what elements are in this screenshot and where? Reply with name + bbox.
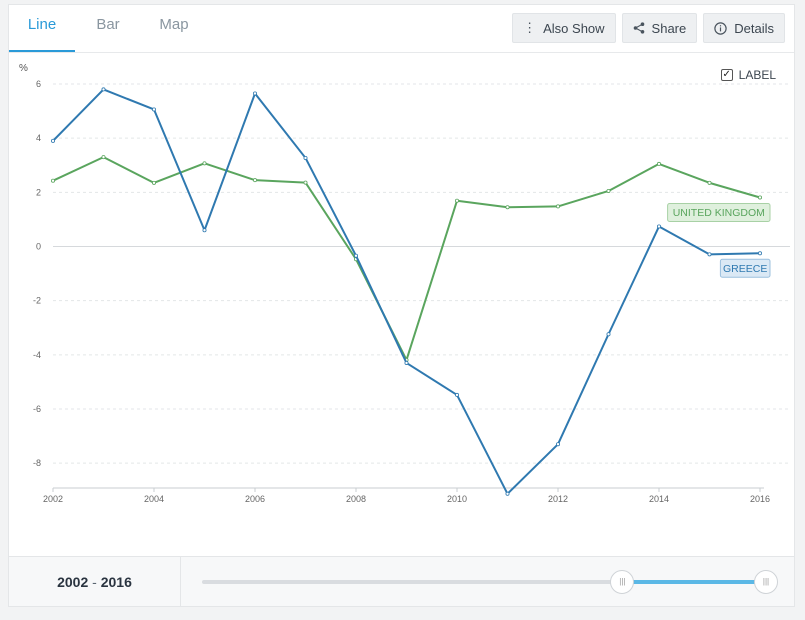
- more-vertical-icon: ⋮: [523, 20, 537, 35]
- data-point-united-kingdom: [252, 178, 257, 183]
- data-point-greece: [404, 360, 409, 365]
- series-label-text: GREECE: [723, 263, 767, 275]
- tab-line[interactable]: Line: [9, 5, 75, 52]
- year-range-display: 2002 - 2016: [9, 557, 181, 607]
- x-tick-label: 2004: [144, 494, 164, 504]
- data-point-greece: [606, 332, 611, 337]
- data-point-united-kingdom: [202, 161, 207, 166]
- data-point-united-kingdom: [505, 205, 510, 210]
- series-line-united-kingdom: [52, 156, 761, 361]
- data-point-greece: [51, 138, 56, 143]
- x-tick-label: 2006: [245, 494, 265, 504]
- chart-panel: Line Bar Map ⋮ Also Show Share Details ✓…: [8, 4, 795, 607]
- tab-bar[interactable]: Bar: [96, 16, 120, 33]
- data-point-greece: [505, 491, 510, 496]
- series-line-greece: [52, 88, 761, 495]
- details-button[interactable]: Details: [703, 13, 785, 43]
- data-point-united-kingdom: [758, 195, 763, 200]
- range-separator: -: [92, 574, 97, 590]
- data-point-greece: [252, 91, 257, 96]
- data-point-greece: [556, 442, 561, 447]
- series-label-box: [719, 258, 771, 278]
- slider-start-handle[interactable]: |||: [610, 570, 635, 594]
- slider-end-handle[interactable]: |||: [754, 570, 778, 594]
- data-point-united-kingdom: [657, 161, 662, 166]
- data-point-greece: [101, 87, 106, 92]
- also-show-button[interactable]: ⋮ Also Show: [512, 13, 616, 43]
- data-point-greece: [758, 251, 763, 256]
- time-range-footer: 2002 - 2016 ||| |||: [9, 556, 794, 607]
- y-axis-unit-label: %: [19, 63, 28, 74]
- data-point-united-kingdom: [51, 178, 56, 183]
- data-point-united-kingdom: [101, 155, 106, 160]
- data-point-greece: [303, 155, 308, 160]
- data-point-greece: [353, 253, 358, 258]
- x-tick-label: 2002: [43, 494, 63, 504]
- data-point-greece: [202, 228, 207, 233]
- also-show-label: Also Show: [543, 20, 605, 36]
- data-point-greece: [707, 252, 712, 257]
- data-point-greece: [151, 107, 156, 112]
- series-label-united-kingdom: UNITED KINGDOM: [667, 202, 771, 222]
- label-toggle-text: LABEL: [738, 68, 776, 82]
- share-label: Share: [651, 20, 687, 36]
- y-tick-label: -2: [33, 296, 41, 306]
- series-label-text: UNITED KINGDOM: [673, 207, 765, 219]
- year-slider-selection: [622, 580, 764, 584]
- share-button[interactable]: Share: [621, 13, 698, 43]
- y-tick-label: -6: [33, 404, 41, 414]
- data-point-united-kingdom: [454, 198, 459, 203]
- series-label-greece: GREECE: [719, 258, 771, 278]
- data-point-greece: [454, 392, 459, 397]
- data-point-greece: [657, 224, 662, 229]
- label-checkbox[interactable]: ✓: [720, 69, 733, 81]
- x-tick-label: 2010: [447, 494, 467, 504]
- end-year: 2016: [100, 574, 132, 590]
- start-year: 2002: [57, 574, 89, 590]
- info-icon: [714, 21, 727, 35]
- tabs-divider: [9, 52, 794, 53]
- y-tick-label: -8: [33, 458, 41, 468]
- tab-map[interactable]: Map: [159, 16, 189, 33]
- y-tick-label: 0: [36, 242, 41, 252]
- y-tick-label: 2: [36, 187, 41, 197]
- x-tick-label: 2014: [649, 494, 669, 504]
- y-tick-label: -4: [33, 350, 41, 360]
- chart-type-tabs: Line Bar Map: [9, 5, 207, 52]
- label-toggle[interactable]: ✓ LABEL: [720, 68, 776, 82]
- toolbar: ⋮ Also Show Share Details: [512, 13, 785, 43]
- details-label: Details: [734, 20, 774, 36]
- data-point-united-kingdom: [303, 180, 308, 185]
- data-point-united-kingdom: [556, 204, 561, 209]
- data-point-united-kingdom: [151, 180, 156, 185]
- x-tick-label: 2016: [750, 494, 770, 504]
- share-icon: [633, 22, 644, 34]
- year-slider-track[interactable]: ||| |||: [202, 570, 778, 594]
- line-chart: % 6 4 2 0 -2 -4 -6 -8 2002 2004 2006 2008 2010 2012 201…: [19, 63, 790, 504]
- y-tick-label: 4: [36, 133, 41, 143]
- data-point-united-kingdom: [606, 188, 611, 193]
- x-tick-label: 2008: [346, 494, 366, 504]
- x-tick-label: 2012: [548, 494, 568, 504]
- data-point-united-kingdom: [707, 180, 712, 185]
- y-tick-label: 6: [36, 79, 41, 89]
- series-label-box: [667, 202, 771, 222]
